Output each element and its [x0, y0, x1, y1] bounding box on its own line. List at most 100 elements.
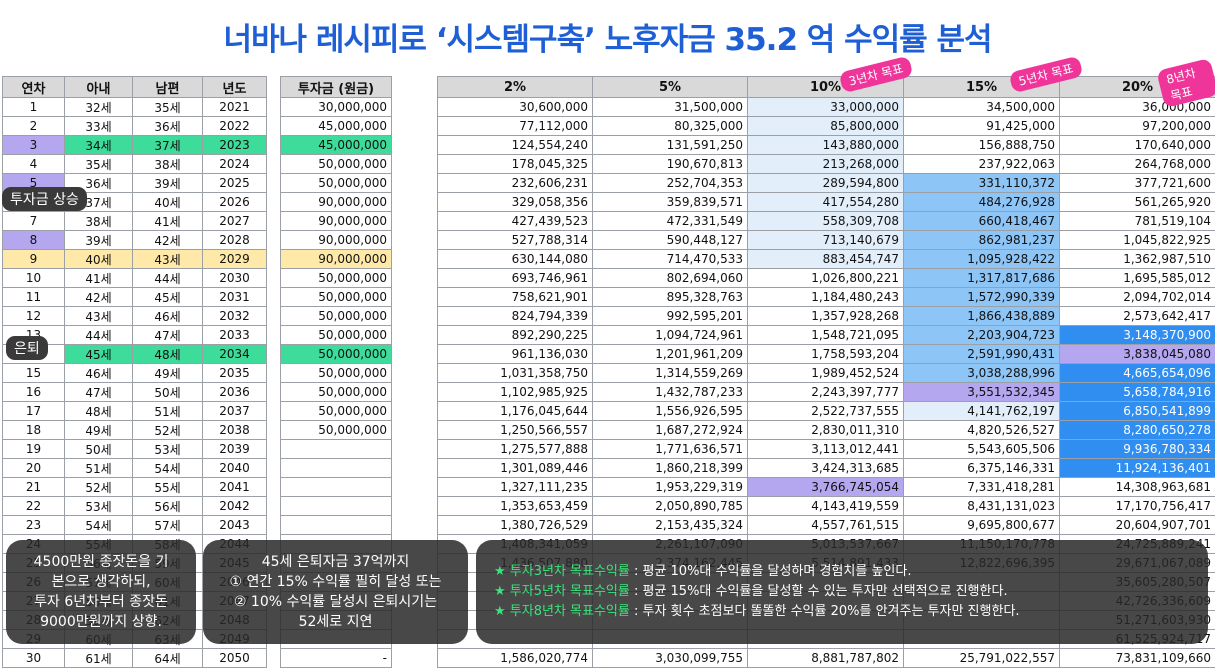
table-cell: 2,522,737,555	[748, 402, 904, 421]
table-cell: 50,000,000	[281, 174, 392, 193]
table-cell: 264,768,000	[1060, 155, 1215, 174]
table-cell: 73,831,109,660	[1060, 649, 1215, 668]
note-line: 45세 은퇴자금 37억까지	[203, 552, 468, 572]
table-row: 50,000,000	[281, 269, 392, 288]
table-cell: 2,573,642,417	[1060, 307, 1215, 326]
table-cell: 50,000,000	[281, 326, 392, 345]
table-cell: 2040	[203, 459, 267, 478]
note-line: 4500만원 종잣돈을 기	[6, 552, 196, 572]
table-cell: 90,000,000	[281, 231, 392, 250]
table-cell: 1,758,593,204	[748, 345, 904, 364]
table-cell: 54세	[65, 516, 133, 535]
table-cell: 50,000,000	[281, 402, 392, 421]
table-cell: 4,820,526,527	[904, 421, 1060, 440]
table-cell: 4,557,761,515	[748, 516, 904, 535]
table-cell: 1,866,438,889	[904, 307, 1060, 326]
table-cell: 20,604,907,701	[1060, 516, 1215, 535]
table-cell: 43세	[65, 307, 133, 326]
table-cell: 47세	[133, 326, 203, 345]
table-cell: 31,500,000	[593, 98, 748, 117]
table-row: 50,000,000	[281, 174, 392, 193]
table-cell: 1,432,787,233	[593, 383, 748, 402]
table-cell: 2035	[203, 364, 267, 383]
invest-up-tag: 투자금 상승	[2, 187, 87, 211]
table-cell: 2037	[203, 402, 267, 421]
table-row: 30,000,000	[281, 98, 392, 117]
note-line: ② 10% 수익률 달성시 은퇴시기는	[203, 592, 468, 612]
table-cell: 472,331,549	[593, 212, 748, 231]
table-cell: 961,136,030	[438, 345, 593, 364]
table-cell: 57세	[133, 516, 203, 535]
table-row: 90,000,000	[281, 231, 392, 250]
table-cell: 484,276,928	[904, 193, 1060, 212]
goal-line-star: ★ 투자8년차 목표수익률	[494, 604, 630, 619]
table-cell: 1,031,358,750	[438, 364, 593, 383]
table-cell: 91,425,000	[904, 117, 1060, 136]
table-cell: 80,325,000	[593, 117, 748, 136]
table-cell: 660,418,467	[904, 212, 1060, 231]
table-cell: 329,058,356	[438, 193, 593, 212]
table-cell: 45세	[133, 288, 203, 307]
table-cell: 2026	[203, 193, 267, 212]
table-cell: 55세	[133, 478, 203, 497]
note-box-retire: 45세 은퇴자금 37억까지 ① 연간 15% 수익률 필히 달성 또는 ② 1…	[203, 540, 468, 644]
table-cell: 1,201,961,209	[593, 345, 748, 364]
table-cell: 46세	[65, 364, 133, 383]
goal-line-star: ★ 투자3년차 목표수익률	[494, 564, 630, 579]
table-cell: 64세	[133, 649, 203, 668]
table-cell: 51세	[65, 459, 133, 478]
table-cell: 1,275,577,888	[438, 440, 593, 459]
table-cell: 85,800,000	[748, 117, 904, 136]
table-cell	[281, 459, 392, 478]
goal-line-text: : 투자 횟수 초점보다 똘똘한 수익률 20%를 안겨주는 투자만 진행한다.	[630, 604, 1020, 619]
table-cell: 1,301,089,446	[438, 459, 593, 478]
table-cell: 3,551,532,345	[904, 383, 1060, 402]
table-cell: 2021	[203, 98, 267, 117]
table-cell: 17	[3, 402, 65, 421]
table-cell: 30	[3, 649, 65, 668]
table-cell: 3,766,745,054	[748, 478, 904, 497]
table-cell: 1,353,653,459	[438, 497, 593, 516]
table-cell: 2029	[203, 250, 267, 269]
table-cell: 2022	[203, 117, 267, 136]
table-cell: 40세	[65, 250, 133, 269]
table-cell: 1,317,817,686	[904, 269, 1060, 288]
table-cell: 45,000,000	[281, 117, 392, 136]
table-cell: 237,922,063	[904, 155, 1060, 174]
table-cell: 2038	[203, 421, 267, 440]
table-cell: 52세	[133, 421, 203, 440]
table-cell: 178,045,325	[438, 155, 593, 174]
table-cell: 50,000,000	[281, 421, 392, 440]
table-cell: 992,595,201	[593, 307, 748, 326]
table-row	[281, 516, 392, 535]
table-cell: 892,290,225	[438, 326, 593, 345]
retire-tag: 은퇴	[6, 336, 48, 360]
table-cell: 8	[3, 231, 65, 250]
goal-line-star: ★ 투자5년차 목표수익률	[494, 584, 630, 599]
table-cell: 2,243,397,777	[748, 383, 904, 402]
table-cell: 9,695,800,677	[904, 516, 1060, 535]
table-cell: 2043	[203, 516, 267, 535]
table-cell: 9	[3, 250, 65, 269]
table-cell: 143,880,000	[748, 136, 904, 155]
goal-line: ★ 투자5년차 목표수익률 : 평균 15%대 수익률을 달성할 수 있는 투자…	[494, 582, 1208, 602]
table-cell: 1,687,272,924	[593, 421, 748, 440]
table-cell: 3,148,370,900	[1060, 326, 1215, 345]
table-cell: 1,989,452,524	[748, 364, 904, 383]
table-cell: 1,102,985,925	[438, 383, 593, 402]
